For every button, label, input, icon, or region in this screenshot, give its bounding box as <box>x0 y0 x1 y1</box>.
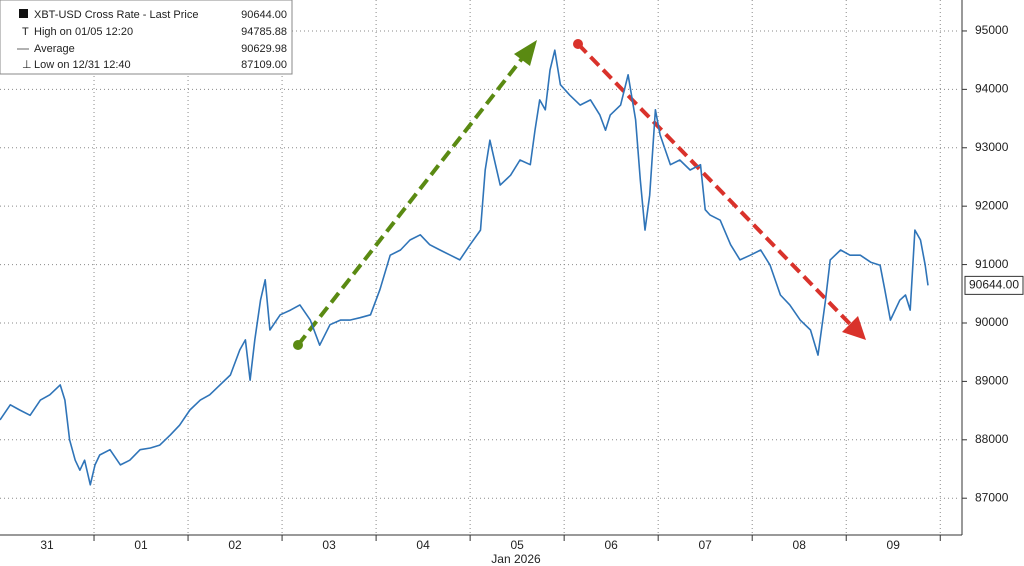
plot-area <box>0 49 929 486</box>
y-tick-label: 95000 <box>975 23 1009 37</box>
x-tick-label: 08 <box>793 538 807 552</box>
legend-value: 87109.00 <box>241 59 287 71</box>
y-tick-label: 94000 <box>975 82 1009 96</box>
legend-label: XBT-USD Cross Rate - Last Price <box>34 9 198 21</box>
grid <box>0 0 960 535</box>
x-tick-label: 01 <box>134 538 148 552</box>
x-tick-label: 05 <box>510 538 524 552</box>
y-tick-label: 87000 <box>975 490 1009 504</box>
last-price-tag <box>964 275 1024 295</box>
legend-box <box>0 0 293 75</box>
x-axis-title: Jan 2026 <box>491 552 541 566</box>
legend-label: Average <box>34 43 75 55</box>
x-tick-label: 09 <box>887 538 901 552</box>
legend-value: 90629.98 <box>241 43 287 55</box>
y-tick-label: 90000 <box>975 315 1009 329</box>
x-tick-label: 04 <box>416 538 430 552</box>
price-line <box>0 49 929 486</box>
legend-value: 90644.00 <box>241 9 287 21</box>
y-tick-label: 89000 <box>975 374 1009 388</box>
y-tick-label: 93000 <box>975 140 1009 154</box>
y-tick-label: 91000 <box>975 257 1009 271</box>
legend: XBT-USD Cross Rate - Last Price 90644.00… <box>0 0 293 75</box>
legend-label: High on 01/05 12:20 <box>34 26 133 38</box>
up-arrow <box>293 40 537 350</box>
legend-label: Low on 12/31 12:40 <box>34 59 131 71</box>
x-tick-label: 07 <box>699 538 713 552</box>
y-tick-label: 88000 <box>975 432 1009 446</box>
last-price-label: 90644.00 <box>969 278 1019 292</box>
x-tick-label: 02 <box>228 538 242 552</box>
x-tick-label: 31 <box>40 538 54 552</box>
legend-icon: ⊥ <box>22 59 32 71</box>
legend-value: 94785.88 <box>241 26 287 38</box>
legend-icon: T <box>22 26 29 38</box>
x-tick-label: 06 <box>604 538 618 552</box>
x-tick-label: 03 <box>322 538 336 552</box>
legend-swatch <box>19 9 28 18</box>
y-tick-label: 92000 <box>975 198 1009 212</box>
